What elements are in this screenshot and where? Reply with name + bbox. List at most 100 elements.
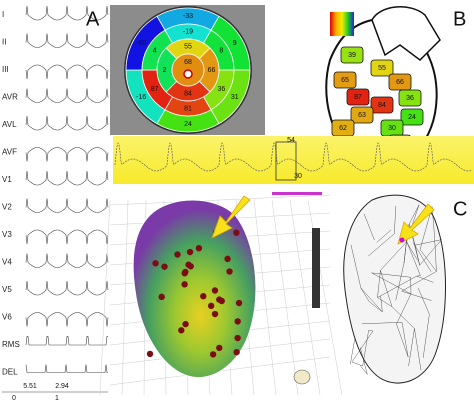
segment-value: -33	[183, 13, 193, 20]
lead-label: AVR	[2, 93, 18, 102]
segment-value: 36	[217, 86, 225, 93]
catheter-point	[186, 248, 194, 256]
heart-segment	[400, 108, 424, 126]
grid-line	[271, 199, 299, 396]
heart-value: 87	[354, 94, 362, 101]
catheter-point	[200, 293, 207, 300]
segment-value: 2	[163, 67, 167, 74]
mesh-edge	[395, 263, 405, 301]
great-vessels	[371, 6, 441, 61]
catheter-point	[226, 268, 233, 275]
arrow	[211, 195, 251, 239]
ecg-trace	[25, 5, 109, 21]
ecg-trace	[25, 147, 109, 162]
mesh-edge	[371, 272, 412, 295]
heart-segment	[340, 46, 364, 64]
wireframe-map	[343, 194, 446, 384]
heart-value: 36	[406, 95, 414, 102]
mesh-edge	[377, 297, 393, 307]
mesh-edge	[363, 213, 375, 241]
mesh-edge	[416, 275, 421, 277]
lead-label: V2	[2, 203, 12, 212]
grid-line	[99, 199, 111, 396]
mesh-edge	[401, 322, 409, 358]
panel-label: A	[86, 8, 100, 30]
catheter-point	[216, 344, 223, 352]
apex-value: 68	[184, 59, 192, 66]
ecg-trace	[25, 229, 109, 245]
catheter-point	[174, 251, 181, 258]
heart-value: 55	[378, 65, 386, 72]
mesh-edge	[407, 204, 420, 227]
mesh-edge	[360, 347, 368, 375]
panel-label: C	[453, 198, 467, 220]
catheter-point	[235, 299, 243, 307]
mesh-edge	[359, 365, 368, 375]
heart-diagram: 395566658736846324303462	[325, 6, 441, 167]
mesh-edge	[377, 275, 417, 298]
mesh-edge	[396, 293, 412, 325]
wire-outline	[343, 194, 446, 384]
mesh-edge	[369, 301, 383, 313]
ecg-trace	[25, 280, 109, 296]
lead-label: RMS	[2, 340, 20, 349]
catheter-point	[182, 320, 189, 328]
lead-label: III	[2, 65, 9, 74]
mesh-edge	[394, 205, 397, 234]
lead-label: DEL	[2, 368, 18, 377]
mesh-edge	[415, 239, 442, 246]
catheter-point	[211, 287, 219, 294]
lead-label: V6	[2, 313, 12, 322]
strip-signal	[114, 142, 473, 172]
grid-line	[109, 194, 331, 206]
heart-segment	[333, 71, 357, 89]
catheter-point	[233, 348, 240, 356]
heart-value: 65	[341, 77, 349, 84]
segment-value: 84	[184, 90, 192, 97]
strip-label: 54	[287, 137, 295, 144]
heart-value: 39	[348, 52, 356, 59]
catheter-point	[178, 327, 185, 334]
catheter-point	[233, 229, 240, 236]
catheter-point	[161, 263, 168, 270]
lead-label: II	[2, 38, 6, 47]
heart-value: 24	[408, 114, 416, 121]
mesh-edge	[413, 242, 432, 272]
segment-value: -19	[183, 28, 193, 35]
mesh-edge	[391, 306, 415, 329]
ecg-trace	[25, 198, 109, 213]
mesh-edge	[380, 241, 407, 271]
mesh-edge	[422, 314, 430, 358]
segment-value: 81	[184, 105, 192, 112]
heart-segment	[370, 59, 394, 77]
ecg-trace	[25, 33, 109, 48]
segment-value: 87	[151, 86, 159, 93]
heart-segment	[398, 89, 422, 107]
segment-value: 9	[233, 40, 237, 47]
segment-value: 8	[219, 48, 223, 55]
lead-label: AVL	[2, 120, 17, 129]
mesh-edge	[419, 239, 442, 266]
catheter-point	[181, 269, 188, 277]
segment-value: -60	[136, 40, 146, 47]
arrow	[397, 203, 435, 245]
catheter-point	[234, 318, 241, 325]
scale-bar	[272, 192, 322, 195]
lead-label: V1	[2, 175, 12, 184]
heart-value: 62	[339, 125, 347, 132]
mesh-edge	[350, 244, 362, 289]
ecg-trace	[25, 170, 109, 186]
segment-value: 4	[153, 48, 157, 55]
mesh-edge	[360, 287, 383, 313]
mesh-edge	[362, 322, 403, 325]
mesh-edge	[380, 295, 383, 312]
catheter-point	[224, 255, 231, 263]
mesh-edge	[368, 329, 373, 332]
heart-value: 63	[358, 112, 366, 119]
catheter-point	[185, 261, 192, 268]
segment-value: 55	[184, 43, 192, 50]
bullseye: -33 9 31 24 -16 -60 -19 8 36 81 87 4 55 66 84 2 68	[124, 6, 252, 134]
ecg-trace	[25, 253, 109, 268]
